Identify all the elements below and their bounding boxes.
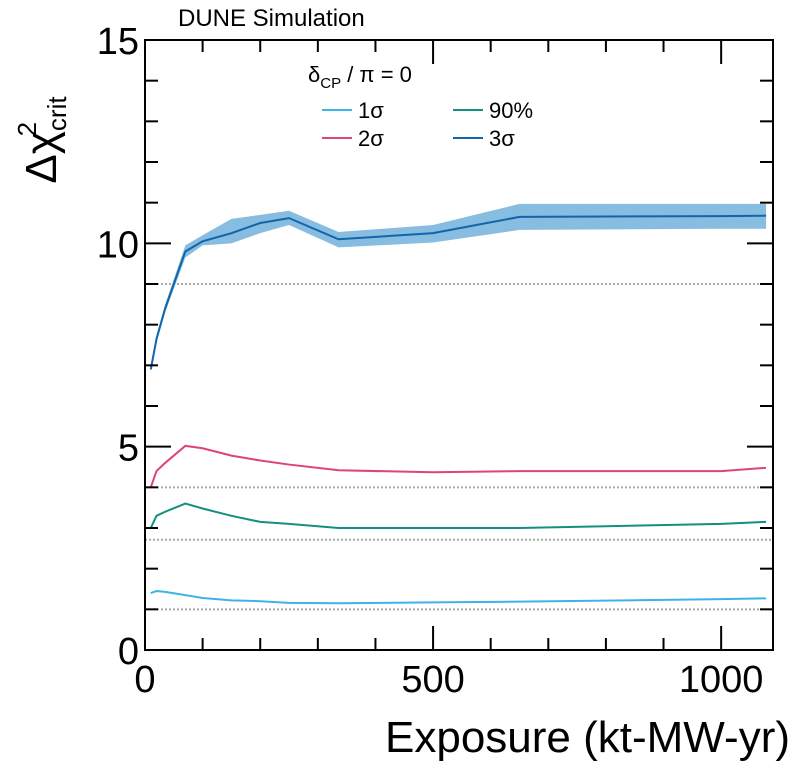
- series-line-3: [149, 444, 767, 488]
- x-tick-label: 500: [401, 659, 464, 701]
- y-tick-label: 15: [97, 21, 139, 63]
- y-tick-label: 0: [118, 631, 139, 673]
- y-axis-title-sub: crit: [42, 96, 72, 131]
- legend-title-main: δ: [308, 62, 320, 87]
- y-axis-title-sup: 2: [12, 122, 42, 136]
- x-tick-label: 1000: [679, 659, 764, 701]
- legend-label: 1σ: [358, 98, 384, 123]
- legend-title: δCP / π = 0: [308, 62, 412, 92]
- plot-area: 0 500 1000 0 5 10 15: [97, 21, 774, 701]
- legend-title-sub: CP: [320, 75, 341, 92]
- header-label: DUNE Simulation: [178, 5, 365, 32]
- y-axis-title: Δχcrit2: [12, 96, 72, 184]
- legend-label: 2σ: [358, 126, 384, 151]
- y-tick-label: 5: [118, 428, 139, 470]
- series-band-4: [150, 203, 767, 372]
- x-tick-label: 0: [134, 659, 155, 701]
- y-tick-label: 10: [97, 224, 139, 266]
- plot-frame: [144, 39, 774, 651]
- legend: δCP / π = 0 1σ 90% 2σ 3σ: [308, 62, 533, 151]
- svg-text:Δχcrit2: Δχcrit2: [12, 96, 72, 184]
- x-axis-title: Exposure (kt-MW-yr): [385, 713, 790, 762]
- series-line-1: [150, 590, 767, 605]
- y-axis-title-main: Δχ: [17, 131, 66, 184]
- legend-label: 3σ: [489, 126, 515, 151]
- series-line-4: [149, 214, 767, 370]
- series-line-2: [149, 502, 767, 529]
- legend-label: 90%: [489, 98, 533, 123]
- legend-title-rest: / π = 0: [341, 62, 412, 87]
